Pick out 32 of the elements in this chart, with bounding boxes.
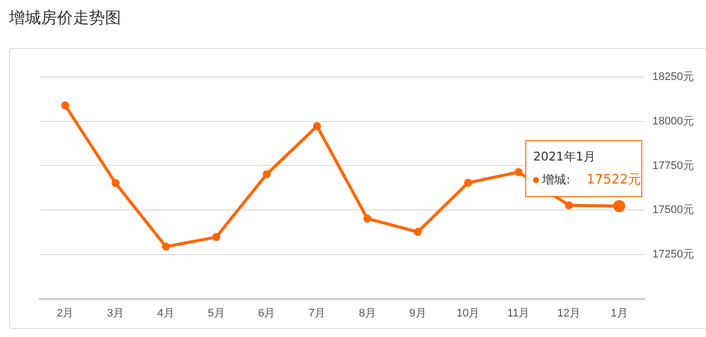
x-tick-label: 9月 bbox=[409, 307, 426, 320]
point bbox=[61, 101, 70, 110]
y-tick-label: 17250元 bbox=[652, 248, 694, 260]
x-tick-label: 4月 bbox=[157, 307, 174, 320]
point bbox=[514, 168, 522, 176]
x-tick-label: 3月 bbox=[106, 307, 124, 320]
chart-title: 增城房价走势图 bbox=[9, 8, 121, 29]
x-tick-label: 7月 bbox=[308, 307, 326, 320]
y-tick-label: 18250元 bbox=[652, 71, 694, 84]
point bbox=[564, 201, 573, 210]
point bbox=[464, 178, 472, 187]
x-tick-label: 11月 bbox=[507, 307, 530, 320]
point bbox=[212, 233, 220, 242]
point bbox=[262, 170, 271, 178]
x-tick-label: 12月 bbox=[557, 307, 580, 320]
y-tick-label: 18000元 bbox=[652, 115, 694, 128]
annotation: 增城: bbox=[541, 172, 570, 186]
y-tick-label: 17500元 bbox=[652, 204, 694, 216]
x-tick-label: 1月 bbox=[610, 307, 628, 320]
point bbox=[112, 179, 120, 188]
point bbox=[313, 122, 322, 130]
x-tick-label: 5月 bbox=[208, 307, 225, 320]
data-label: 17522元 bbox=[586, 172, 641, 188]
x-tick-label: 10月 bbox=[456, 307, 480, 320]
point bbox=[363, 214, 372, 223]
x-tick-label: 6月 bbox=[258, 307, 276, 320]
y-tick-label: 17750元 bbox=[652, 160, 694, 172]
annotation: 2021年1月 bbox=[533, 149, 596, 164]
point bbox=[414, 228, 422, 236]
x-tick-label: 8月 bbox=[358, 307, 376, 320]
x-tick-label: 2月 bbox=[56, 307, 74, 320]
point bbox=[162, 242, 170, 251]
